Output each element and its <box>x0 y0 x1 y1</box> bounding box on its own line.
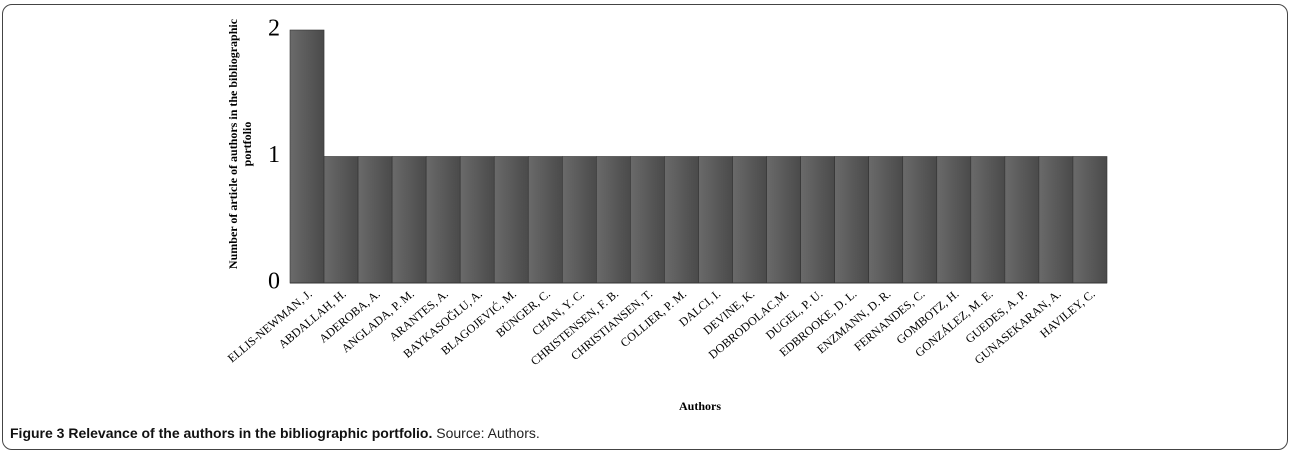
bar <box>357 156 393 284</box>
bar <box>664 156 699 284</box>
caption: Figure 3 Relevance of the authors in the… <box>10 425 540 441</box>
bar <box>936 156 972 284</box>
bar <box>698 156 733 284</box>
bar <box>1072 156 1108 284</box>
bar <box>562 156 597 284</box>
bar <box>868 156 904 284</box>
bar <box>1004 156 1040 284</box>
bar <box>1038 156 1074 284</box>
bar <box>766 156 801 284</box>
bar <box>902 156 938 284</box>
bar <box>459 156 495 284</box>
bar <box>834 156 870 284</box>
bar <box>425 156 461 284</box>
bar <box>289 29 325 284</box>
bar <box>970 156 1006 284</box>
bar <box>391 156 427 284</box>
bar <box>732 156 767 284</box>
bar <box>493 156 529 284</box>
bar <box>527 156 563 284</box>
y-axis-label: Number of article of authors in the bibl… <box>226 18 254 270</box>
y-tick-label: 1 <box>268 142 280 168</box>
bar <box>630 156 665 284</box>
figure-frame <box>2 4 1288 450</box>
caption-source: Source: Authors. <box>436 425 540 441</box>
x-axis-label: Authors <box>679 399 721 413</box>
bar <box>596 156 631 284</box>
bar <box>800 156 835 284</box>
bar <box>323 156 359 284</box>
caption-title: Figure 3 Relevance of the authors in the… <box>10 425 433 441</box>
y-tick-label: 0 <box>268 269 280 295</box>
y-tick-label: 2 <box>268 16 280 42</box>
